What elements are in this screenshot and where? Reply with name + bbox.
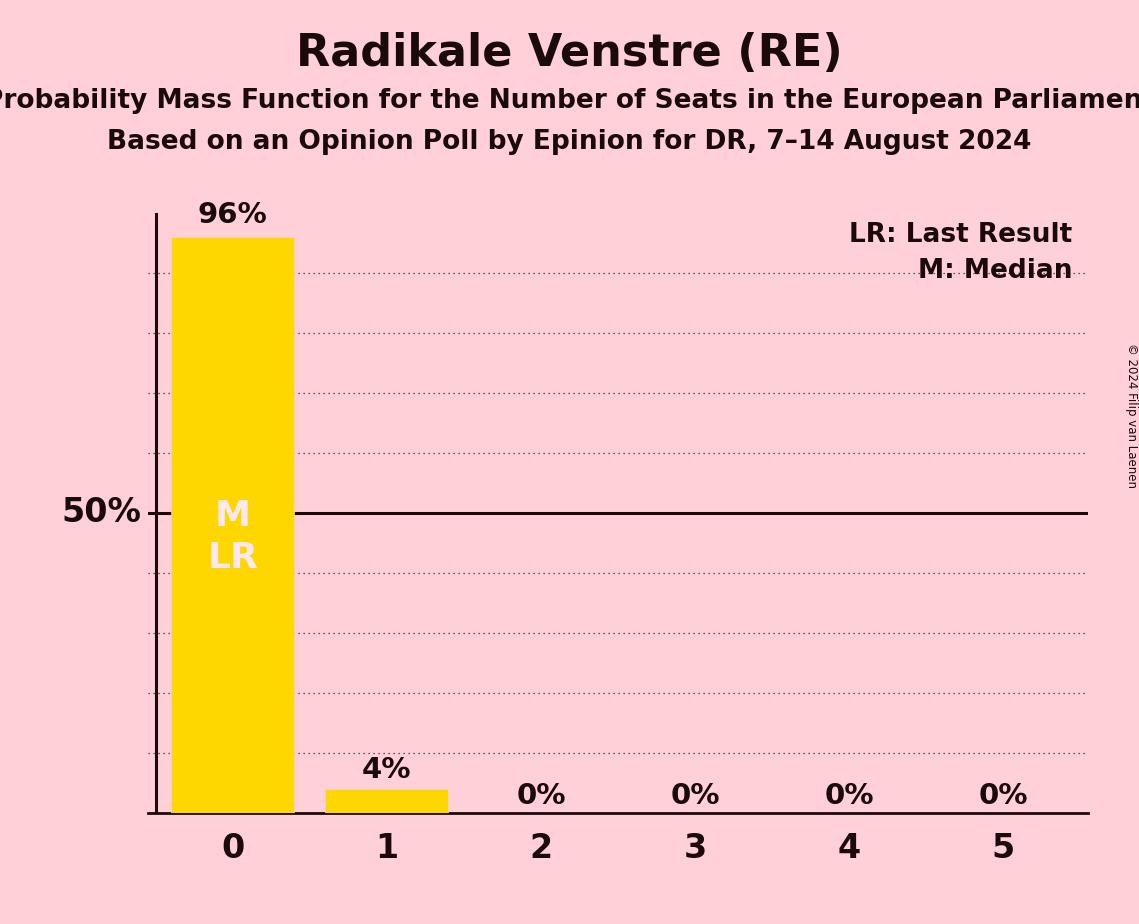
Text: 0%: 0% bbox=[978, 782, 1027, 810]
Text: 4%: 4% bbox=[362, 756, 411, 784]
Text: LR: Last Result: LR: Last Result bbox=[849, 222, 1072, 248]
Text: Based on an Opinion Poll by Epinion for DR, 7–14 August 2024: Based on an Opinion Poll by Epinion for … bbox=[107, 129, 1032, 155]
Text: 96%: 96% bbox=[198, 201, 268, 229]
Text: M
LR: M LR bbox=[207, 499, 259, 575]
Text: 0%: 0% bbox=[516, 782, 566, 810]
Text: Radikale Venstre (RE): Radikale Venstre (RE) bbox=[296, 32, 843, 76]
Text: Probability Mass Function for the Number of Seats in the European Parliament: Probability Mass Function for the Number… bbox=[0, 88, 1139, 114]
Bar bbox=[326, 789, 449, 813]
Text: © 2024 Filip van Laenen: © 2024 Filip van Laenen bbox=[1124, 344, 1138, 488]
Text: 50%: 50% bbox=[62, 496, 141, 529]
Text: M: Median: M: Median bbox=[918, 258, 1072, 284]
Text: 0%: 0% bbox=[825, 782, 874, 810]
Bar bbox=[171, 237, 294, 813]
Text: 0%: 0% bbox=[670, 782, 720, 810]
